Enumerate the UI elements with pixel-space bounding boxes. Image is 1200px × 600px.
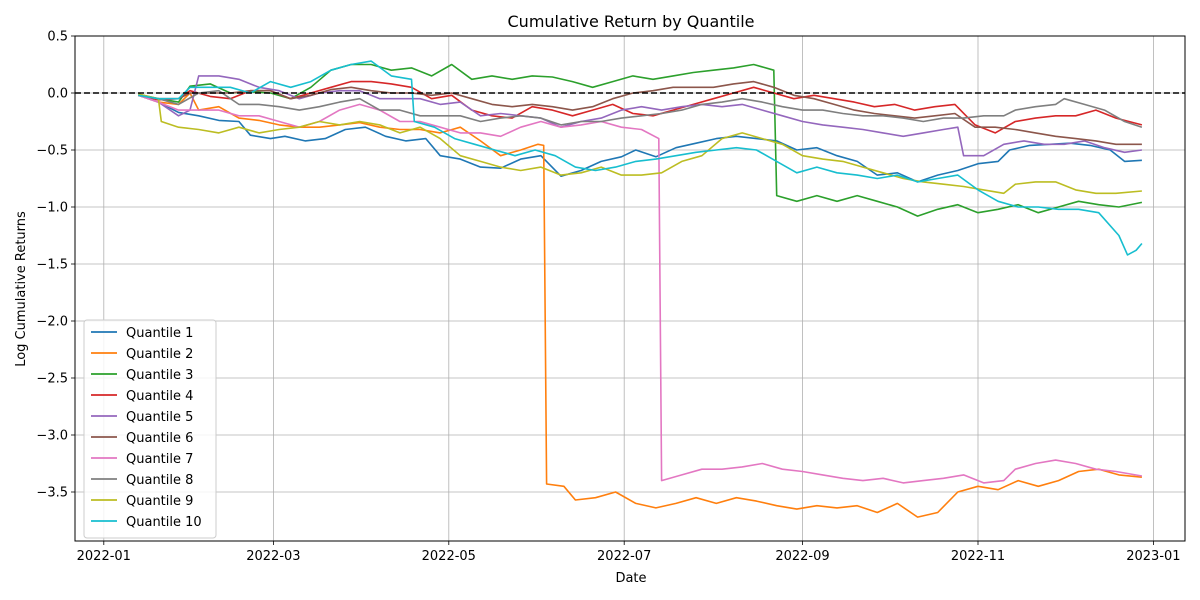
y-tick-label: 0.0 xyxy=(47,87,68,102)
y-tick-label: −3.5 xyxy=(36,486,68,501)
series-line-quantile-9 xyxy=(138,93,1142,195)
x-tick-label: 2022-07 xyxy=(597,549,651,564)
y-tick-label: 0.5 xyxy=(47,30,68,45)
legend-label: Quantile 6 xyxy=(126,431,193,446)
series-line-quantile-6 xyxy=(138,80,1142,146)
series-line-quantile-5 xyxy=(138,75,1143,157)
y-tick-label: −1.5 xyxy=(36,258,68,273)
y-axis-title: Log Cumulative Returns xyxy=(14,211,29,367)
legend-label: Quantile 1 xyxy=(126,326,193,341)
series-line-quantile-10 xyxy=(138,60,1143,256)
x-axis-title: Date xyxy=(615,571,646,586)
y-tick-label: −2.0 xyxy=(36,315,68,330)
legend-label: Quantile 9 xyxy=(126,494,193,509)
series-line-quantile-8 xyxy=(138,89,1143,128)
x-tick-label: 2022-05 xyxy=(422,549,476,564)
plot-frame xyxy=(74,35,1186,542)
grid xyxy=(75,35,1185,541)
x-tick-label: 2022-09 xyxy=(775,549,829,564)
legend-label: Quantile 3 xyxy=(126,368,193,383)
legend-label: Quantile 8 xyxy=(126,473,193,488)
x-tick-label: 2022-03 xyxy=(246,549,300,564)
y-tick-label: −3.0 xyxy=(36,429,68,444)
legend-label: Quantile 4 xyxy=(126,389,193,404)
legend: Quantile 1 Quantile 2 Quantile 3 Quantile 4… xyxy=(83,319,217,539)
legend-label: Quantile 10 xyxy=(126,515,202,530)
x-tick-label: 2022-01 xyxy=(77,549,131,564)
series-lines xyxy=(138,60,1143,518)
series-line-quantile-7 xyxy=(138,94,1143,484)
legend-label: Quantile 2 xyxy=(126,347,193,362)
legend-label: Quantile 5 xyxy=(126,410,193,425)
chart-title: Cumulative Return by Quantile xyxy=(508,12,755,31)
x-tick-label: 2022-11 xyxy=(951,549,1005,564)
legend-label: Quantile 7 xyxy=(126,452,193,467)
x-tick-label: 2023-01 xyxy=(1126,549,1180,564)
axis-ticks: 2022-01 2022-03 2022-05 2022-07 2022-09 2022-… xyxy=(36,30,1180,565)
series-line-quantile-2 xyxy=(138,92,1142,518)
y-tick-label: −0.5 xyxy=(36,144,68,159)
y-tick-label: −2.5 xyxy=(36,372,68,387)
series-line-quantile-1 xyxy=(138,94,1142,183)
y-tick-label: −1.0 xyxy=(36,201,68,216)
